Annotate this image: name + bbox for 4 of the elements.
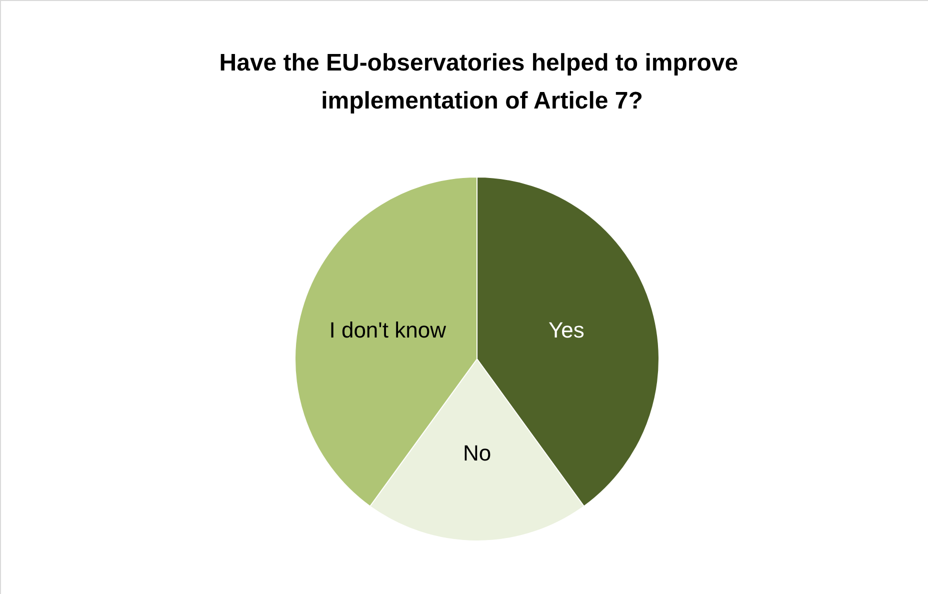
slice-label: No — [462, 440, 492, 466]
slice-label: Yes — [548, 317, 584, 342]
chart-title: Have the EU-observatories helped to improve implementation of Article 7? — [219, 50, 745, 114]
slice-label: I don't know — [329, 317, 446, 342]
